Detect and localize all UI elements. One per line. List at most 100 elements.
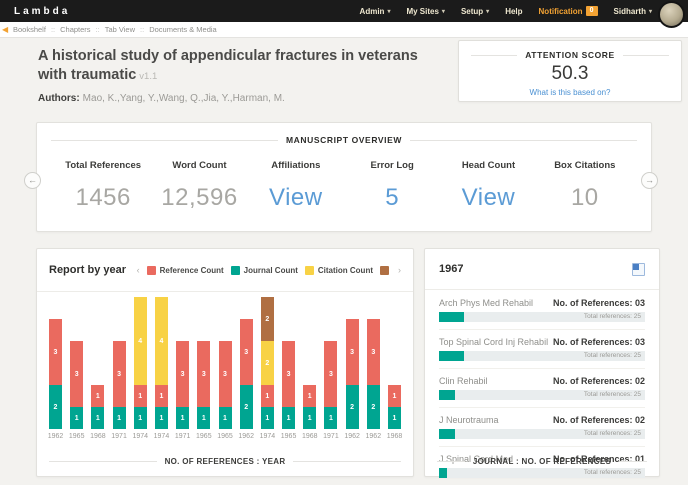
legend-item-citation-count[interactable]: Citation Count	[304, 265, 373, 275]
chevron-down-icon: ▾	[387, 8, 391, 15]
journal-total-label: Total references: 25	[583, 391, 641, 398]
bar-segment-reference-count[interactable]: 1	[133, 385, 147, 407]
bar-segment-journal-count[interactable]: 2	[345, 385, 359, 429]
legend-item-journal-count[interactable]: Journal Count	[230, 265, 298, 275]
breadcrumb-item-documents-media[interactable]: Documents & Media	[149, 25, 217, 34]
journal-progress-fill	[439, 429, 456, 439]
bar-segment-reference-count[interactable]: 3	[218, 341, 232, 407]
attention-score-heading: ATTENTION SCORE	[471, 50, 669, 60]
nav-item-admin[interactable]: Admin ▾	[360, 7, 391, 16]
authors-value: Mao, K.,Yang, Y.,Wang, Q.,Jia, Y.,Harman…	[82, 93, 285, 105]
bar-segment-reference-count[interactable]: 3	[282, 341, 296, 407]
stat-value-head-count[interactable]: View	[461, 184, 516, 211]
legend-item-reference-count[interactable]: Reference Count	[146, 265, 224, 275]
bar-year-label: 1971	[174, 433, 191, 440]
legend-swatch	[230, 265, 240, 275]
bar-segment-reference-count[interactable]: 1	[91, 385, 105, 407]
bar-segment-reference-count[interactable]: 1	[388, 385, 401, 407]
nav-item-setup[interactable]: Setup ▾	[461, 7, 489, 16]
bar-segment-reference-count[interactable]: 3	[197, 341, 211, 407]
stat-box-citations: Box Citations 10	[537, 160, 633, 212]
bar-segment-journal-count[interactable]: 2	[239, 385, 253, 429]
bar-segment-journal-count[interactable]: 2	[366, 385, 380, 429]
breadcrumb-item-bookshelf[interactable]: Bookshelf	[13, 25, 46, 34]
bar-year-label: 1962	[47, 433, 64, 440]
carousel-right-arrow[interactable]: →	[641, 172, 658, 189]
breadcrumb-item-chapters[interactable]: Chapters	[60, 25, 91, 34]
divider	[437, 461, 465, 462]
back-arrow-icon[interactable]: ◀	[2, 24, 9, 34]
bar-segment-reference-count[interactable]: 3	[324, 341, 338, 407]
brand-logo[interactable]: Lambda	[14, 5, 71, 17]
report-title: Report by year	[49, 264, 127, 276]
bar-year-label: 1962	[344, 433, 360, 440]
bar-segment-reference-count[interactable]: 3	[49, 319, 62, 385]
nav-item-sidharth[interactable]: Sidharth ▾	[614, 7, 652, 16]
bar-segment-citation-count[interactable]: 4	[133, 297, 147, 385]
bar-segment-reference-count[interactable]: 3	[239, 319, 253, 385]
attention-score-card: ATTENTION SCORE 50.3 What is this based …	[458, 40, 682, 102]
bar-segment-journal-count[interactable]: 1	[260, 407, 274, 429]
journal-row-clin-rehabil: Clin Rehabil No. of References: 02 Total r…	[439, 369, 645, 408]
journal-caption-text: JOURNAL : NO. OF REFERENCES	[472, 457, 612, 466]
bar-segment-journal-count[interactable]: 1	[303, 407, 317, 429]
bar-segment-reference-count[interactable]: 1	[303, 385, 317, 407]
bar-group-1971: 3 1 1971	[111, 341, 127, 440]
report-by-year-card: Report by year ‹ Reference Count Journal C…	[36, 248, 414, 477]
legend-label: Journal Count	[243, 265, 298, 275]
bar-segment-journal-count[interactable]: 1	[154, 407, 168, 429]
document-header: A historical study of appendicular fract…	[38, 47, 450, 104]
bar-segment-journal-count[interactable]: 1	[197, 407, 211, 429]
bar-segment-reference-count[interactable]: 3	[70, 341, 84, 407]
bar-segment-reference-count[interactable]: 3	[112, 341, 126, 407]
report-caption: NO. OF REFERENCES : YEAR	[49, 457, 402, 466]
legend-scroll-right-icon[interactable]: ›	[398, 265, 401, 275]
bar-segment-journal-count[interactable]: 1	[218, 407, 232, 429]
overview-stats: Total References 1456 Word Count 12,596 Affi…	[37, 160, 651, 212]
bar-segment-journal-count[interactable]: 1	[388, 407, 401, 429]
nav-item-notification[interactable]: Notification 0	[539, 6, 598, 16]
user-avatar[interactable]	[658, 1, 685, 28]
window-restore-icon[interactable]	[632, 262, 645, 276]
nav-item-help[interactable]: Help	[505, 7, 522, 16]
bar-segment-reference-count[interactable]: 1	[260, 385, 274, 407]
bar-segment-journal-count[interactable]: 1	[112, 407, 126, 429]
bar-segment-journal-count[interactable]: 1	[91, 407, 105, 429]
bar-segment-journal-count[interactable]: 1	[282, 407, 296, 429]
bar-segment-journal-count[interactable]: 1	[176, 407, 190, 429]
bar-segment-reference-count[interactable]: 3	[366, 319, 380, 385]
bar-segment-citation-count[interactable]: 2	[260, 341, 274, 385]
stat-value-affiliations[interactable]: View	[269, 184, 323, 211]
bar-segment-journal-count[interactable]: 1	[324, 407, 338, 429]
bar-segment-journal-count[interactable]: 1	[133, 407, 147, 429]
divider	[49, 461, 157, 462]
carousel-left-arrow[interactable]: ←	[24, 172, 41, 189]
bar-segment-reference-count[interactable]: 1	[154, 385, 168, 407]
bar-year-label: 1965	[280, 433, 297, 440]
bar-year-label: 1974	[153, 433, 170, 440]
attention-score-link[interactable]: What is this based on?	[529, 88, 611, 97]
legend-label: Reference Count	[159, 265, 224, 275]
breadcrumb-item-tab-view[interactable]: Tab View	[104, 25, 136, 34]
stat-value-error-log[interactable]: 5	[385, 184, 400, 211]
bar-group-1974: 2 2 1 1 1974	[260, 297, 275, 440]
bar-segment-citation-count[interactable]: 4	[154, 297, 168, 385]
stat-label: Box Citations	[554, 160, 616, 171]
bar-segment-reference-count[interactable]: 3	[345, 319, 359, 385]
nav-item-my-sites[interactable]: My Sites ▾	[406, 7, 444, 16]
bar-segment-brown[interactable]: 2	[260, 297, 274, 341]
bar-segment-journal-count[interactable]: 1	[70, 407, 84, 429]
bar-segment-reference-count[interactable]: 3	[176, 341, 190, 407]
divider	[410, 139, 637, 141]
journal-progress-bar: Total references: 25	[439, 312, 645, 322]
legend-item-truncated[interactable]	[380, 265, 391, 275]
stat-label: Total References	[65, 160, 142, 171]
bar-segment-journal-count[interactable]: 2	[49, 385, 62, 429]
journal-caption: JOURNAL : NO. OF REFERENCES	[437, 457, 647, 466]
breadcrumb-separator: ::	[95, 25, 100, 34]
breadcrumb-separator: ::	[50, 25, 56, 34]
journal-name: J Spinal Cord Med	[439, 454, 514, 464]
legend-scroll-left-icon[interactable]: ‹	[136, 265, 140, 275]
